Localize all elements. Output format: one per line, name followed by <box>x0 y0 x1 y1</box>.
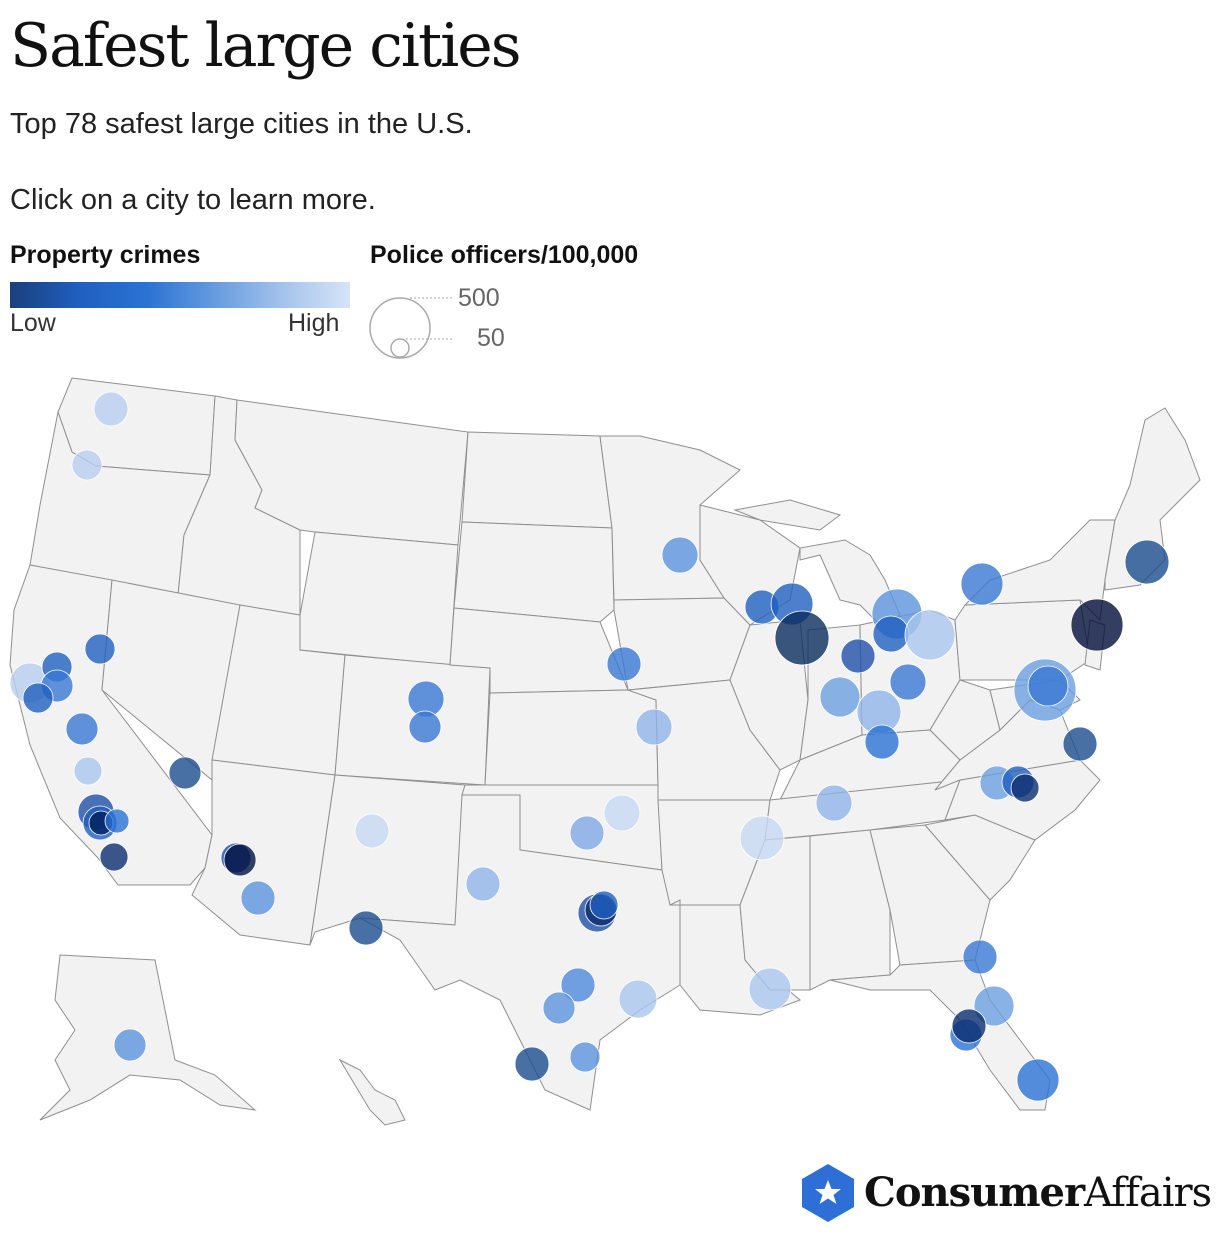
city-marker[interactable] <box>864 724 900 760</box>
brand-name-light: Affairs <box>1084 1170 1212 1216</box>
city-marker[interactable] <box>603 794 641 832</box>
city-marker[interactable] <box>739 815 785 861</box>
size-legend-small-label: 50 <box>477 324 505 352</box>
state-new-england <box>1104 407 1201 591</box>
state-hawaii <box>338 1058 406 1126</box>
city-marker[interactable] <box>840 638 876 674</box>
state-florida <box>829 959 1051 1111</box>
city-marker[interactable] <box>904 609 956 661</box>
size-legend-large-circle <box>369 297 431 359</box>
brand-name-bold: Consumer <box>864 1169 1085 1216</box>
color-legend-title: Property crimes <box>10 241 201 269</box>
state-alaska <box>39 954 257 1121</box>
city-marker[interactable] <box>1027 665 1069 707</box>
city-marker[interactable] <box>569 1041 601 1073</box>
city-marker[interactable] <box>1070 598 1124 652</box>
city-marker[interactable] <box>113 1028 147 1062</box>
city-marker[interactable] <box>635 708 673 746</box>
state-boundaries <box>9 377 1201 1126</box>
city-marker[interactable] <box>1010 773 1040 803</box>
star-hexagon-icon <box>802 1164 854 1222</box>
state-pennsylvania <box>954 599 1091 681</box>
state-kansas <box>484 689 659 786</box>
city-marker[interactable] <box>815 784 853 822</box>
city-marker[interactable] <box>104 808 130 834</box>
city-marker[interactable] <box>65 712 99 746</box>
size-legend-small-circle <box>390 338 410 358</box>
state-wyoming <box>299 531 459 666</box>
city-marker[interactable] <box>618 979 658 1019</box>
state-south-dakota <box>453 521 615 623</box>
city-marker[interactable] <box>348 910 384 946</box>
city-marker[interactable] <box>960 562 1004 606</box>
page-subtitle: Top 78 safest large cities in the U.S. <box>10 108 473 140</box>
city-marker[interactable] <box>606 646 642 682</box>
city-marker[interactable] <box>872 615 910 653</box>
city-marker[interactable] <box>1124 539 1170 585</box>
state-texas <box>359 794 681 1111</box>
city-marker[interactable] <box>514 1046 550 1082</box>
city-marker[interactable] <box>93 391 129 427</box>
brand-logo: ConsumerAffairs <box>800 1160 1220 1226</box>
city-marker[interactable] <box>560 967 596 1003</box>
state-michigan-up <box>733 499 842 531</box>
city-marker[interactable] <box>569 815 605 851</box>
city-marker[interactable] <box>661 536 699 574</box>
us-map <box>9 377 1201 1126</box>
city-marker[interactable] <box>168 756 202 790</box>
city-marker[interactable] <box>465 866 501 902</box>
city-marker[interactable] <box>962 939 998 975</box>
city-marker[interactable] <box>73 756 103 786</box>
city-marker[interactable] <box>71 449 103 481</box>
city-markers <box>9 391 1170 1102</box>
size-legend-title: Police officers/100,000 <box>370 241 639 269</box>
city-marker[interactable] <box>223 843 257 877</box>
size-legend: 500 50 <box>369 284 505 359</box>
state-arizona <box>191 759 336 946</box>
city-marker[interactable] <box>84 633 116 665</box>
city-marker[interactable] <box>1016 1058 1060 1102</box>
color-legend-high: High <box>288 309 340 337</box>
state-new-mexico <box>309 774 466 946</box>
city-marker[interactable] <box>408 710 442 744</box>
size-legend-large-label: 500 <box>458 284 500 312</box>
city-marker[interactable] <box>542 991 576 1025</box>
state-north-dakota <box>461 431 613 529</box>
city-marker[interactable] <box>589 890 619 920</box>
city-marker[interactable] <box>973 985 1015 1027</box>
city-marker[interactable] <box>819 676 861 718</box>
state-montana <box>234 399 469 546</box>
city-marker[interactable] <box>240 880 276 916</box>
city-marker[interactable] <box>748 967 792 1011</box>
city-marker[interactable] <box>774 610 830 666</box>
instruction-text: Click on a city to learn more. <box>10 184 376 216</box>
color-gradient-bar <box>10 282 350 308</box>
color-legend-low: Low <box>10 309 56 337</box>
city-marker[interactable] <box>99 842 129 872</box>
city-marker[interactable] <box>951 1008 987 1044</box>
city-marker[interactable] <box>889 663 927 701</box>
page-title: Safest large cities <box>10 11 522 81</box>
city-marker[interactable] <box>354 813 390 849</box>
city-marker[interactable] <box>1062 726 1098 762</box>
city-marker[interactable] <box>22 682 54 714</box>
